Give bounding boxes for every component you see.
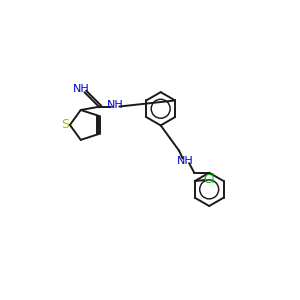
Text: NH: NH (73, 84, 90, 94)
Text: NH: NH (107, 100, 124, 110)
Text: S: S (61, 118, 69, 131)
Text: Cl: Cl (203, 173, 215, 186)
Text: NH: NH (177, 156, 194, 166)
